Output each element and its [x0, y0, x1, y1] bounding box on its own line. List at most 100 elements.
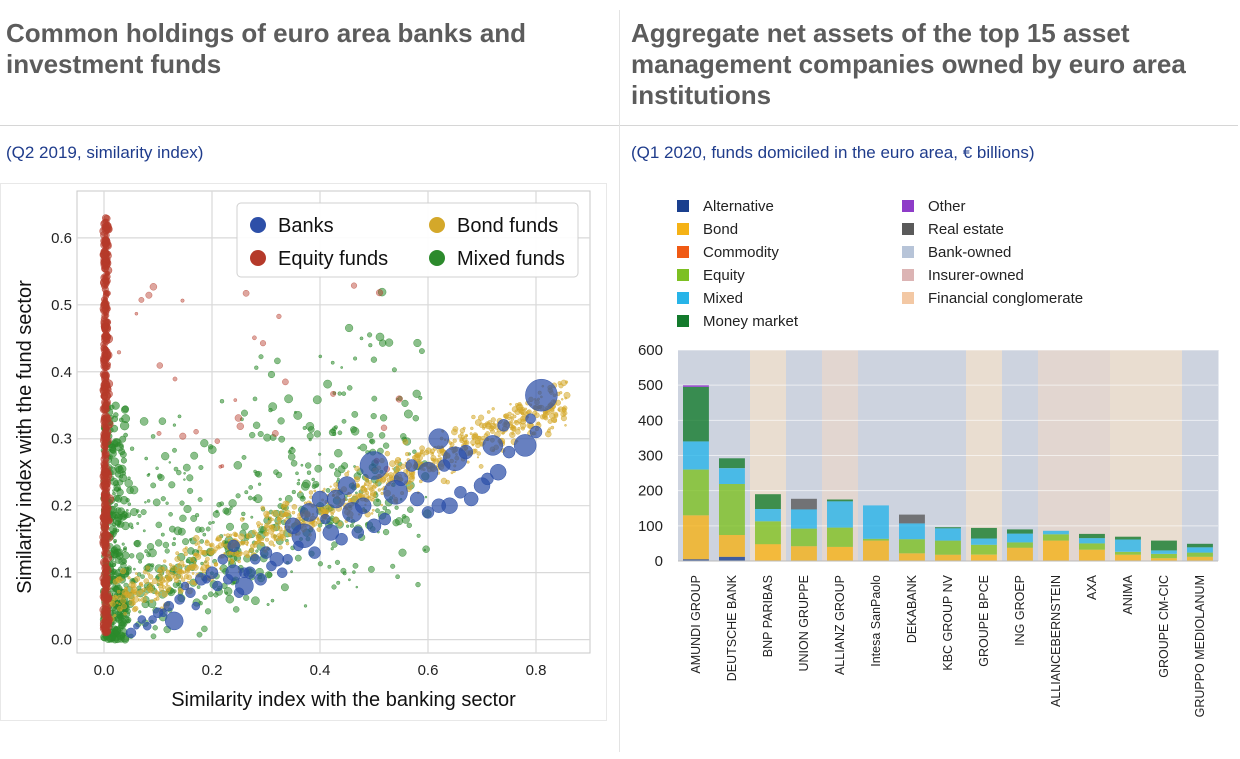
x-category-label: ALLIANCEBERNSTEIN [1049, 575, 1063, 707]
bond-fund-point [476, 436, 482, 441]
mixed-fund-point [345, 323, 354, 333]
mixed-fund-point [297, 478, 301, 482]
bank-point [133, 622, 140, 630]
mixed-fund-point [168, 525, 176, 533]
bond-fund-point [377, 488, 382, 492]
equity-fund-point [102, 542, 109, 550]
bond-fund-point [197, 546, 203, 552]
bar-segment [719, 535, 745, 557]
bond-fund-point [422, 453, 426, 457]
mixed-fund-point [296, 481, 301, 486]
bond-fund-point [189, 563, 196, 571]
equity-fund-point [102, 417, 108, 423]
mixed-fund-point [136, 522, 140, 525]
mixed-fund-point [241, 522, 249, 531]
legend-label: Banks [278, 215, 334, 237]
bond-fund-point [145, 565, 150, 570]
scatter-legend: Banks Bond funds Equity funds Mixed funds [236, 202, 579, 278]
mixed-fund-point [341, 462, 349, 470]
bank-point [159, 608, 168, 618]
similarity-scatter-chart: 0.0 0.2 0.4 0.6 0.8 0.0 0.1 0.2 0.3 0.4 0.5 0.6 Simi… [0, 183, 607, 721]
legend-swatch [677, 292, 689, 304]
bank-point [409, 491, 425, 507]
mixed-fund-point [201, 625, 208, 633]
bond-fund-point [337, 521, 343, 527]
mixed-fund-point [110, 569, 117, 575]
bond-fund-point [217, 546, 221, 550]
mixed-fund-point [108, 633, 117, 642]
bar-segment [683, 559, 709, 561]
mixed-fund-point [146, 543, 155, 551]
equity-fund-point [233, 398, 238, 402]
bank-point [320, 513, 331, 525]
bond-fund-point [557, 408, 561, 412]
legend-label: Alternative [703, 198, 774, 215]
bond-fund-point [273, 537, 277, 541]
bank-point [335, 532, 348, 546]
mixed-fund-point [120, 405, 129, 414]
bank-point [293, 540, 304, 552]
mixed-fund-point [257, 430, 264, 438]
bond-fund-point [275, 522, 278, 525]
bank-point [284, 517, 302, 535]
mixed-fund-point [305, 462, 312, 469]
bar-segment [935, 528, 961, 541]
legend-marker [429, 217, 445, 233]
bond-fund-point [564, 396, 568, 400]
legend-label: Money market [703, 313, 799, 330]
bond-fund-point [267, 528, 275, 535]
mixed-fund-point [369, 438, 376, 445]
bond-fund-point [159, 577, 165, 584]
mixed-fund-point [337, 430, 343, 436]
mixed-fund-point [123, 546, 128, 551]
equity-fund-point [101, 622, 109, 630]
mixed-fund-point [350, 426, 357, 433]
mixed-fund-point [173, 466, 179, 472]
mixed-fund-point [306, 432, 314, 440]
bond-fund-point [120, 598, 127, 604]
y-tick-label: 0.1 [51, 565, 72, 582]
bond-fund-point [355, 483, 361, 488]
bar-segment [863, 540, 889, 561]
bond-fund-point [127, 576, 131, 580]
mixed-fund-point [112, 626, 122, 636]
bond-fund-point [155, 591, 161, 597]
mixed-fund-point [112, 516, 122, 526]
bond-fund-point [256, 524, 261, 528]
bond-fund-point [323, 487, 326, 491]
mixed-fund-point [182, 463, 191, 472]
mixed-fund-point [305, 421, 315, 431]
x-category-label: DEKABANK [905, 574, 919, 643]
mixed-fund-point [355, 491, 358, 495]
bond-fund-point [272, 544, 276, 547]
mixed-fund-point [332, 431, 337, 437]
mixed-fund-point [270, 598, 275, 603]
bond-fund-point [220, 542, 225, 547]
mixed-fund-point [254, 365, 259, 370]
mixed-fund-point [418, 395, 423, 400]
mixed-fund-point [314, 464, 323, 473]
mixed-fund-point [352, 570, 356, 574]
bar-segment [719, 468, 745, 484]
mixed-fund-point [248, 485, 254, 490]
bank-point [266, 560, 277, 572]
equity-fund-point [100, 474, 109, 482]
mixed-fund-point [395, 398, 399, 401]
y-tick-label: 400 [638, 412, 663, 429]
mixed-fund-point [157, 474, 165, 482]
bond-fund-point [277, 525, 280, 528]
bond-fund-point [560, 398, 564, 401]
mixed-fund-point [418, 348, 425, 355]
mixed-fund-point [290, 446, 294, 450]
bond-fund-point [128, 581, 136, 589]
equity-fund-point [105, 488, 110, 493]
y-tick-label: 200 [638, 483, 663, 500]
bank-point [441, 497, 458, 514]
bank-point [227, 539, 240, 553]
mixed-fund-point [287, 453, 296, 461]
mixed-fund-point [155, 521, 163, 529]
mixed-fund-point [130, 508, 139, 517]
mixed-fund-point [313, 430, 321, 438]
bond-fund-point [189, 557, 195, 562]
x-category-label: AMUNDI GROUP [689, 575, 703, 674]
